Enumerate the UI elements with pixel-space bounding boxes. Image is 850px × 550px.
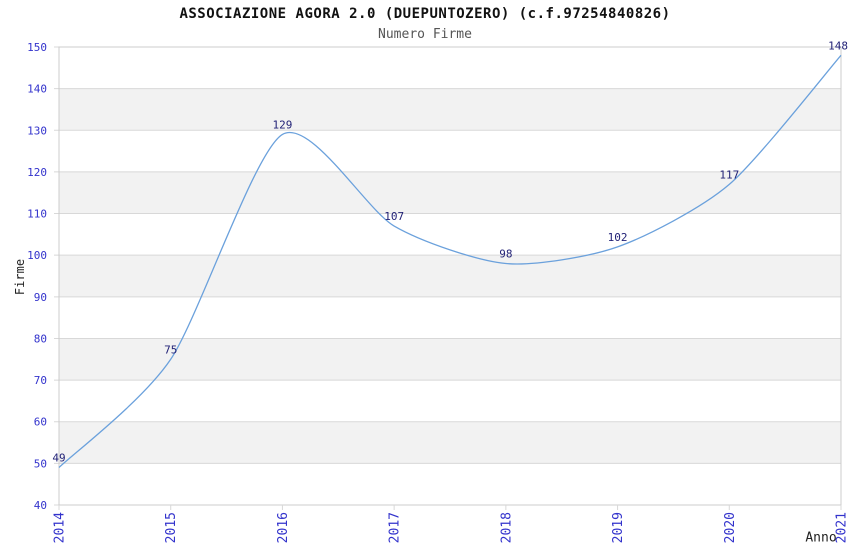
point-label: 148 [828, 39, 848, 52]
x-tick-label: 2016 [276, 512, 291, 543]
x-tick-label: 2018 [499, 512, 514, 543]
y-tick-label: 130 [27, 124, 47, 137]
y-tick-label: 40 [34, 499, 47, 512]
plot-band [59, 421, 841, 464]
point-label: 98 [499, 248, 512, 261]
y-tick-label: 80 [34, 332, 47, 345]
x-axis-title: Anno [805, 530, 837, 546]
plot-band [59, 88, 841, 131]
data-line [58, 54, 842, 468]
x-tick-label: 2020 [723, 512, 738, 543]
y-tick-label: 70 [34, 374, 47, 387]
y-tick-label: 100 [27, 249, 47, 262]
y-tick-label: 60 [34, 416, 47, 429]
y-tick-label: 150 [27, 41, 47, 54]
x-tick-label: 2014 [53, 512, 68, 543]
point-label: 75 [164, 343, 177, 356]
chart-title: ASSOCIAZIONE AGORA 2.0 (DUEPUNTOZERO) (c… [179, 6, 671, 22]
point-label: 107 [384, 210, 404, 223]
x-tick-label: 2021 [835, 512, 850, 543]
x-tick-label: 2019 [611, 512, 626, 543]
plot-band [59, 255, 841, 297]
chart-subtitle: Numero Firme [378, 27, 472, 42]
y-tick-label: 90 [34, 291, 47, 304]
y-tick-label: 140 [27, 83, 47, 96]
point-label: 117 [719, 168, 739, 181]
y-tick-label: 50 [34, 457, 47, 470]
y-tick-label: 120 [27, 166, 47, 179]
plot-band [59, 338, 841, 381]
y-tick-label: 110 [27, 208, 47, 221]
plot-border [58, 46, 842, 506]
point-label: 129 [272, 118, 292, 131]
x-tick-label: 2017 [388, 512, 403, 543]
point-label: 49 [52, 452, 65, 465]
point-label: 102 [608, 231, 628, 244]
plot-band [59, 171, 841, 214]
x-tick-label: 2015 [164, 512, 179, 543]
